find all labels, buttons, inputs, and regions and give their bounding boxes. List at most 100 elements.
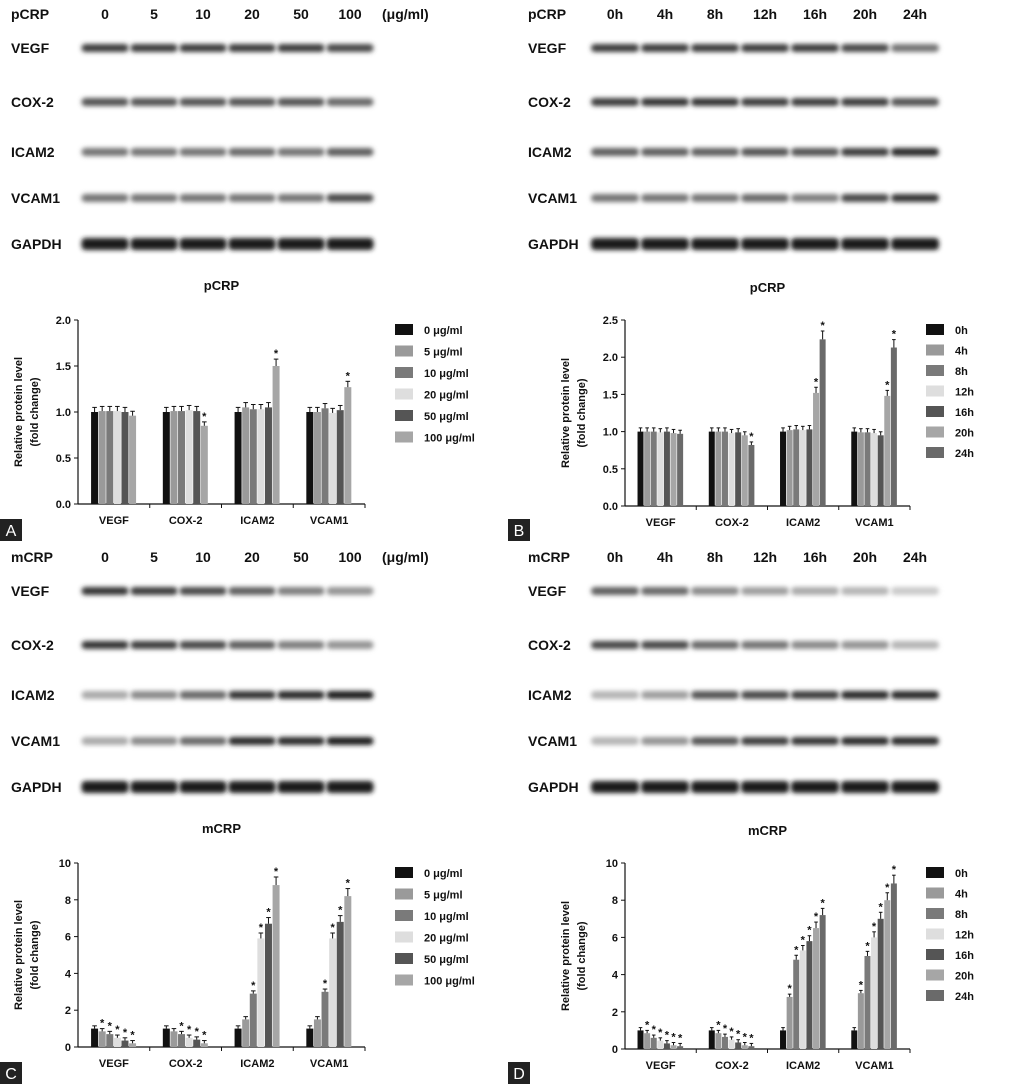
blot-band: [228, 641, 276, 649]
bar: [721, 431, 728, 506]
blot-band: [591, 691, 639, 699]
x-tick-label: COX-2: [169, 1058, 203, 1070]
legend-swatch: [926, 928, 944, 940]
y-tick-label: 2: [65, 1005, 71, 1017]
bar: [728, 1039, 735, 1049]
bar: [200, 425, 208, 504]
blot-band: [791, 148, 839, 156]
significance-star: *: [259, 922, 264, 934]
blot-band: [179, 737, 227, 745]
blot-protein-label: ICAM2: [528, 687, 572, 703]
bar: [890, 347, 897, 506]
legend-swatch: [926, 426, 944, 438]
significance-star: *: [820, 320, 825, 332]
blot-band: [641, 641, 689, 649]
x-tick-label: ICAM2: [240, 1058, 274, 1070]
blot-band: [591, 641, 639, 649]
significance-star: *: [187, 1024, 192, 1036]
legend-label: 24h: [955, 448, 974, 460]
bar: [257, 938, 265, 1047]
legend-swatch: [395, 953, 413, 964]
blot-column-label: 100: [338, 549, 362, 565]
blot-band: [691, 781, 739, 793]
blot-band: [81, 641, 129, 649]
panel-letter-text: A: [6, 523, 17, 540]
bar: [864, 432, 871, 506]
blot-band: [841, 238, 889, 250]
x-tick-label: VCAM1: [310, 515, 349, 527]
legend-label: 20 μg/ml: [424, 390, 469, 402]
bar: [234, 1028, 242, 1047]
blot-band: [130, 238, 178, 250]
blot-band: [641, 737, 689, 745]
bar: [650, 431, 657, 506]
bar: [329, 938, 337, 1047]
bar: [170, 411, 178, 504]
legend-label: 8h: [955, 366, 968, 378]
y-tick-label: 10: [606, 858, 618, 870]
panel-letter-box: [508, 1062, 530, 1084]
blot-band: [130, 641, 178, 649]
blot-column-label: 24h: [903, 549, 927, 565]
bar: [793, 429, 800, 506]
blot-band: [641, 587, 689, 595]
blot-band: [841, 781, 889, 793]
blot-band: [741, 98, 789, 106]
blot-band: [179, 98, 227, 106]
y-axis-label-line: (fold change): [576, 921, 588, 990]
blot-column-label: 4h: [657, 6, 673, 22]
blot-band: [891, 737, 939, 745]
blot-band: [741, 238, 789, 250]
blot-band: [791, 98, 839, 106]
legend-swatch: [926, 867, 944, 878]
y-tick-label: 10: [59, 858, 71, 870]
legend: 0 μg/ml 5 μg/ml 10 μg/ml 20 μg/ml 50 μg/ml 10…: [395, 324, 475, 445]
blot-band: [641, 194, 689, 202]
blot-band: [691, 238, 739, 250]
panel-letter: D: [508, 1062, 530, 1084]
blot-band: [641, 98, 689, 106]
blot-band: [277, 641, 325, 649]
blot-band: [326, 737, 374, 745]
blot-protein-label: GAPDH: [528, 779, 579, 795]
y-tick-label: 8: [65, 895, 71, 907]
y-axis-label: Relative protein level (fold change): [560, 358, 588, 468]
significance-star: *: [807, 925, 812, 937]
y-tick-label: 8: [612, 895, 618, 907]
blot-band: [130, 737, 178, 745]
bar: [786, 430, 793, 506]
y-axis-label-line: Relative protein level: [560, 358, 572, 468]
legend-swatch: [926, 385, 944, 397]
significance-star: *: [652, 1024, 657, 1036]
blot-band: [691, 737, 739, 745]
chart-title: pCRP: [204, 278, 240, 293]
legend-swatch: [926, 908, 944, 919]
bar: [234, 412, 242, 504]
y-tick-label: 6: [65, 932, 71, 944]
bar: [178, 1034, 186, 1047]
bar: [663, 1043, 670, 1049]
blot-band: [179, 641, 227, 649]
significance-star: *: [859, 979, 864, 991]
legend-swatch: [926, 887, 944, 899]
y-axis-label-line: Relative protein level: [560, 901, 572, 1011]
blot-band: [228, 691, 276, 699]
x-tick-label: VCAM1: [855, 517, 894, 529]
x-tick-label: COX-2: [169, 515, 203, 527]
blot-band: [891, 691, 939, 699]
blot-column-label: 0h: [607, 549, 623, 565]
significance-star: *: [274, 866, 279, 878]
blot-protein-label: GAPDH: [528, 236, 579, 252]
y-tick-label: 2.0: [603, 352, 618, 364]
legend-label: 20 μg/ml: [424, 933, 469, 945]
blot-treatment-label: pCRP: [11, 6, 49, 22]
panel-figure: pCRP 0 5 10 20 50 100 (μg/ml) VEGF COX-2 ICAM2 VCAM…: [0, 6, 475, 541]
legend-swatch: [926, 344, 944, 356]
x-tick-label: VCAM1: [855, 1060, 894, 1072]
bar: [242, 407, 250, 504]
blot-band: [277, 238, 325, 250]
significance-star: *: [736, 1029, 741, 1041]
significance-star: *: [820, 897, 825, 909]
bar: [106, 1034, 114, 1047]
blot-column-label: 20h: [853, 549, 877, 565]
